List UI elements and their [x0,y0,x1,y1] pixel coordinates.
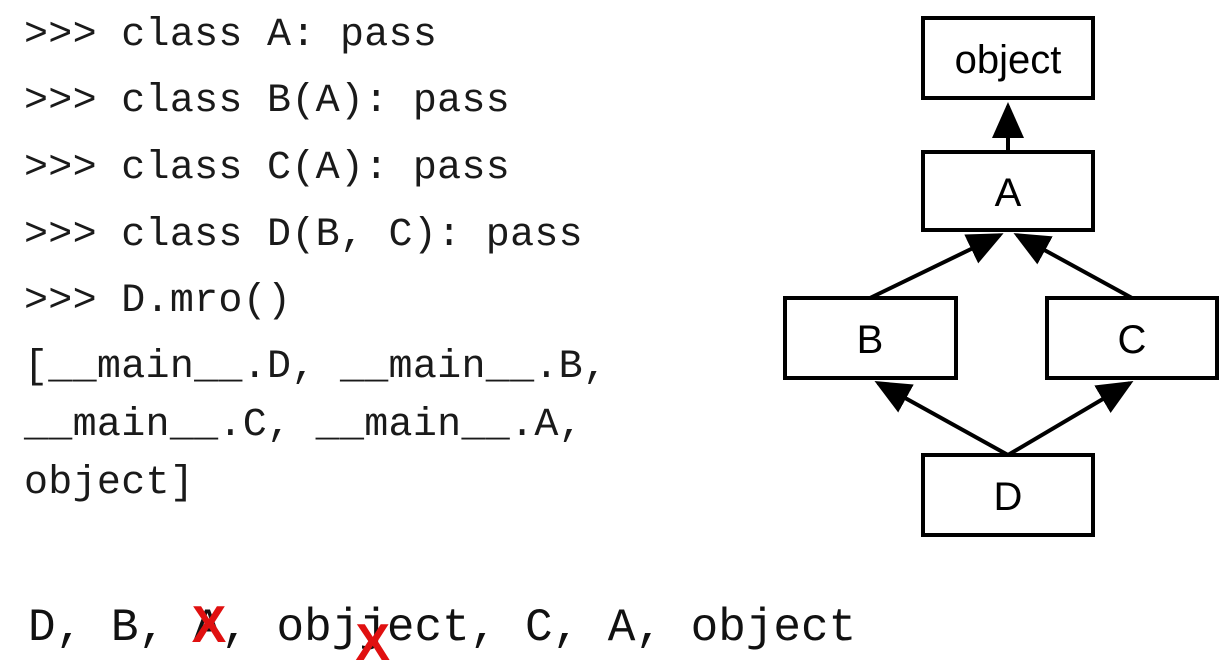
node-a-label: A [995,171,1022,215]
node-d: D [921,453,1095,537]
mro-item-b: B, [110,602,167,654]
node-d-label: D [994,475,1023,519]
code-line-4: >>> class D(B, C): pass [24,213,583,258]
node-c: C [1045,296,1219,380]
code-line-1: >>> class A: pass [24,13,438,58]
edge-c-to-a [1013,233,1133,300]
node-b-label: B [857,318,884,362]
mro-item-object-j-text: j [359,602,387,654]
strike-mark-x-icon: X [191,596,227,654]
code-line-2: >>> class B(A): pass [24,79,511,124]
node-b: B [783,296,958,380]
mro-item-a-text: A, [193,602,249,654]
node-a: A [921,150,1095,232]
edge-d-to-c [1006,380,1134,457]
edge-b-to-a [869,233,1004,300]
mro-item-object: object [690,602,857,654]
mro-item-a-struck: A, X [192,599,249,654]
code-line-5: >>> D.mro() [24,279,292,324]
strike-mark-x-icon: X [355,614,390,672]
code-output-line-1: [__main__.D, __main__.B, [24,345,608,390]
code-line-3: >>> class C(A): pass [24,146,511,191]
mro-item-c: C, [524,602,581,654]
node-c-label: C [1118,318,1147,362]
mro-item-a: A, [607,602,663,654]
code-output-line-2: __main__.C, __main__.A, [24,403,583,448]
node-object-label: object [955,38,1062,82]
mro-item-d: D, [28,602,84,654]
edge-d-to-b [874,381,1009,457]
mro-item-object-post: ect, [386,602,498,654]
mro-item-object-pre: obj [276,602,360,654]
code-output-line-3: object] [24,461,195,506]
node-object: object [921,16,1095,100]
